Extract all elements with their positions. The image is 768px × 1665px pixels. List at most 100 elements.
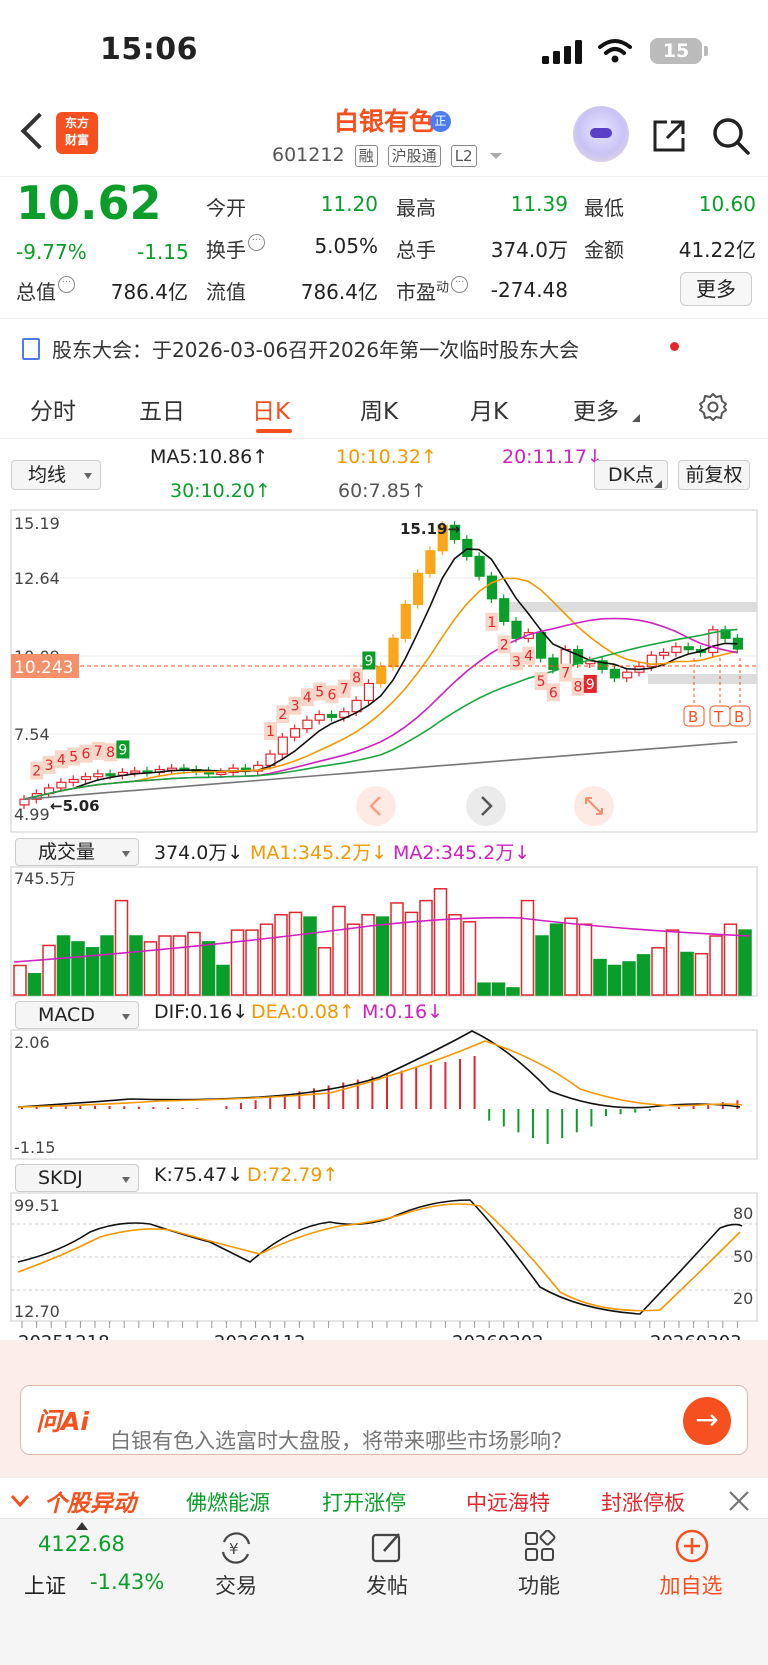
volume-bar: [85, 947, 100, 996]
shareholder-meeting-notice[interactable]: 股东大会：于2026-03-06召开2026年第一次临时股东大会: [52, 338, 580, 362]
chevron-down-icon[interactable]: [10, 1494, 30, 1508]
volume-bar: [303, 916, 317, 996]
status-time: 15:06: [100, 32, 198, 67]
ask-ai-box[interactable]: [20, 1385, 748, 1455]
battery-icon: 15: [650, 38, 702, 64]
index-value[interactable]: 4122.68: [38, 1532, 125, 1556]
volume-bar: [404, 911, 419, 996]
tab-intraday[interactable]: 分时: [30, 399, 76, 425]
volume-bar: [361, 914, 375, 996]
candle-body: [19, 798, 30, 806]
stock-name: 白银有色: [333, 107, 434, 136]
nav-trade[interactable]: 交易: [215, 1574, 257, 1598]
date-label-4: 20260303: [650, 1332, 742, 1342]
candle-body: [597, 660, 608, 670]
moving-averages: [23, 548, 738, 800]
nine-label-bg: [571, 677, 585, 696]
search-icon[interactable]: [711, 116, 751, 156]
nine-label: 7: [340, 682, 349, 698]
nine-label: 4: [57, 752, 66, 768]
volume-value-label: 374.0万↓: [154, 842, 244, 864]
signal-bg: [729, 705, 751, 727]
candle-body: [449, 524, 461, 541]
indicator-selector-macd[interactable]: MACD: [15, 1001, 139, 1029]
amount-label: 金额: [584, 238, 624, 262]
ask-ai-prompt[interactable]: 白银有色入选富时大盘股，将带来哪些市场影响？: [110, 1429, 572, 1453]
add-watchlist-icon[interactable]: [674, 1528, 710, 1564]
float-value: 786.4亿: [300, 280, 378, 304]
scroll-right-icon: [481, 796, 493, 816]
pe-value: -274.48: [490, 278, 568, 302]
info-icon[interactable]: ···: [58, 276, 75, 293]
tab-five-day[interactable]: 五日: [139, 399, 185, 425]
volume-bar: [158, 935, 172, 996]
amount-value: 41.22亿: [678, 238, 756, 262]
nav-post[interactable]: 发帖: [366, 1574, 408, 1598]
candle-body: [535, 632, 547, 659]
volume-bar: [56, 935, 71, 996]
macd-y-min: -1.15: [14, 1138, 55, 1157]
kline-chart[interactable]: 15.19 12.64 10.09 7.54 4.99 10.243 15.19…: [0, 508, 768, 838]
volume-bar: [651, 947, 665, 996]
info-icon[interactable]: ···: [451, 276, 469, 293]
candle-body: [437, 524, 448, 552]
high-marker: 15.19→: [400, 520, 460, 538]
open-value: 11.20: [320, 192, 378, 216]
dk-point-button[interactable]: DK点: [594, 460, 668, 490]
share-icon[interactable]: [651, 118, 687, 154]
tab-daily-k[interactable]: 日K: [252, 399, 291, 425]
index-change[interactable]: -1.43%: [90, 1570, 165, 1594]
dropdown-caret-icon[interactable]: [489, 151, 503, 161]
mover-item-3[interactable]: 中远海特: [466, 1491, 550, 1515]
more-quote-button[interactable]: 更多: [680, 272, 752, 306]
tab-weekly-k[interactable]: 周K: [360, 399, 399, 425]
arrow-right-icon[interactable]: →: [683, 1397, 731, 1445]
tab-monthly-k[interactable]: 月K: [470, 399, 509, 425]
candle-body: [708, 629, 719, 654]
nine-label-bg: [337, 679, 351, 698]
post-icon[interactable]: [370, 1530, 404, 1564]
mover-item-4[interactable]: 封涨停板: [601, 1491, 685, 1515]
volume-label: 总手: [396, 238, 436, 262]
candle-body: [80, 776, 92, 781]
y-axis-low: 7.54: [14, 725, 50, 744]
indicator-selector-ma[interactable]: 均线: [11, 460, 101, 490]
indicator-selector-skdj[interactable]: SKDJ: [15, 1164, 139, 1192]
nav-arrows[interactable]: [356, 786, 614, 826]
nav-functions[interactable]: 功能: [518, 1574, 560, 1598]
tab-more[interactable]: 更多: [573, 399, 619, 425]
nav-add-watchlist[interactable]: 加自选: [659, 1574, 723, 1598]
volume-bar: [143, 941, 158, 996]
macd-m: M:0.16↓: [362, 1001, 444, 1023]
adjust-mode-button[interactable]: 前复权: [678, 460, 750, 490]
nine-label-bg: [546, 683, 560, 702]
tag-margin: 融: [354, 145, 378, 167]
volume-y-max: 745.5万: [14, 869, 76, 888]
divider: [0, 318, 768, 319]
candle-body: [216, 771, 227, 776]
gear-icon[interactable]: [698, 392, 728, 422]
candle-body: [486, 575, 497, 600]
volume-bar: [578, 923, 593, 996]
index-name[interactable]: 上证: [24, 1574, 66, 1598]
info-icon[interactable]: ···: [248, 234, 265, 251]
close-icon[interactable]: [728, 1490, 750, 1512]
volume-value: 374.0万: [490, 238, 568, 262]
skdj-d: D:72.79↑: [247, 1164, 339, 1186]
functions-icon[interactable]: [523, 1530, 557, 1564]
mover-item-1[interactable]: 佛燃能源: [186, 1491, 270, 1515]
ma10-value: 10:10.32↑: [336, 446, 437, 468]
trade-icon[interactable]: ¥: [218, 1530, 254, 1566]
candle-body: [376, 665, 387, 685]
ma60-line: [23, 741, 738, 800]
nine-label-bg: [497, 635, 511, 654]
candle-body: [290, 728, 301, 738]
active-tab-underline: [256, 429, 292, 433]
mktcap-label: 总值 ···: [16, 276, 75, 305]
low-marker: ←5.06: [50, 797, 100, 815]
nine-label: 6: [549, 685, 558, 701]
candle-body: [314, 713, 325, 721]
volume-bar: [259, 923, 274, 996]
mover-item-2[interactable]: 打开涨停: [322, 1491, 406, 1515]
indicator-selector-volume[interactable]: 成交量: [15, 838, 139, 866]
